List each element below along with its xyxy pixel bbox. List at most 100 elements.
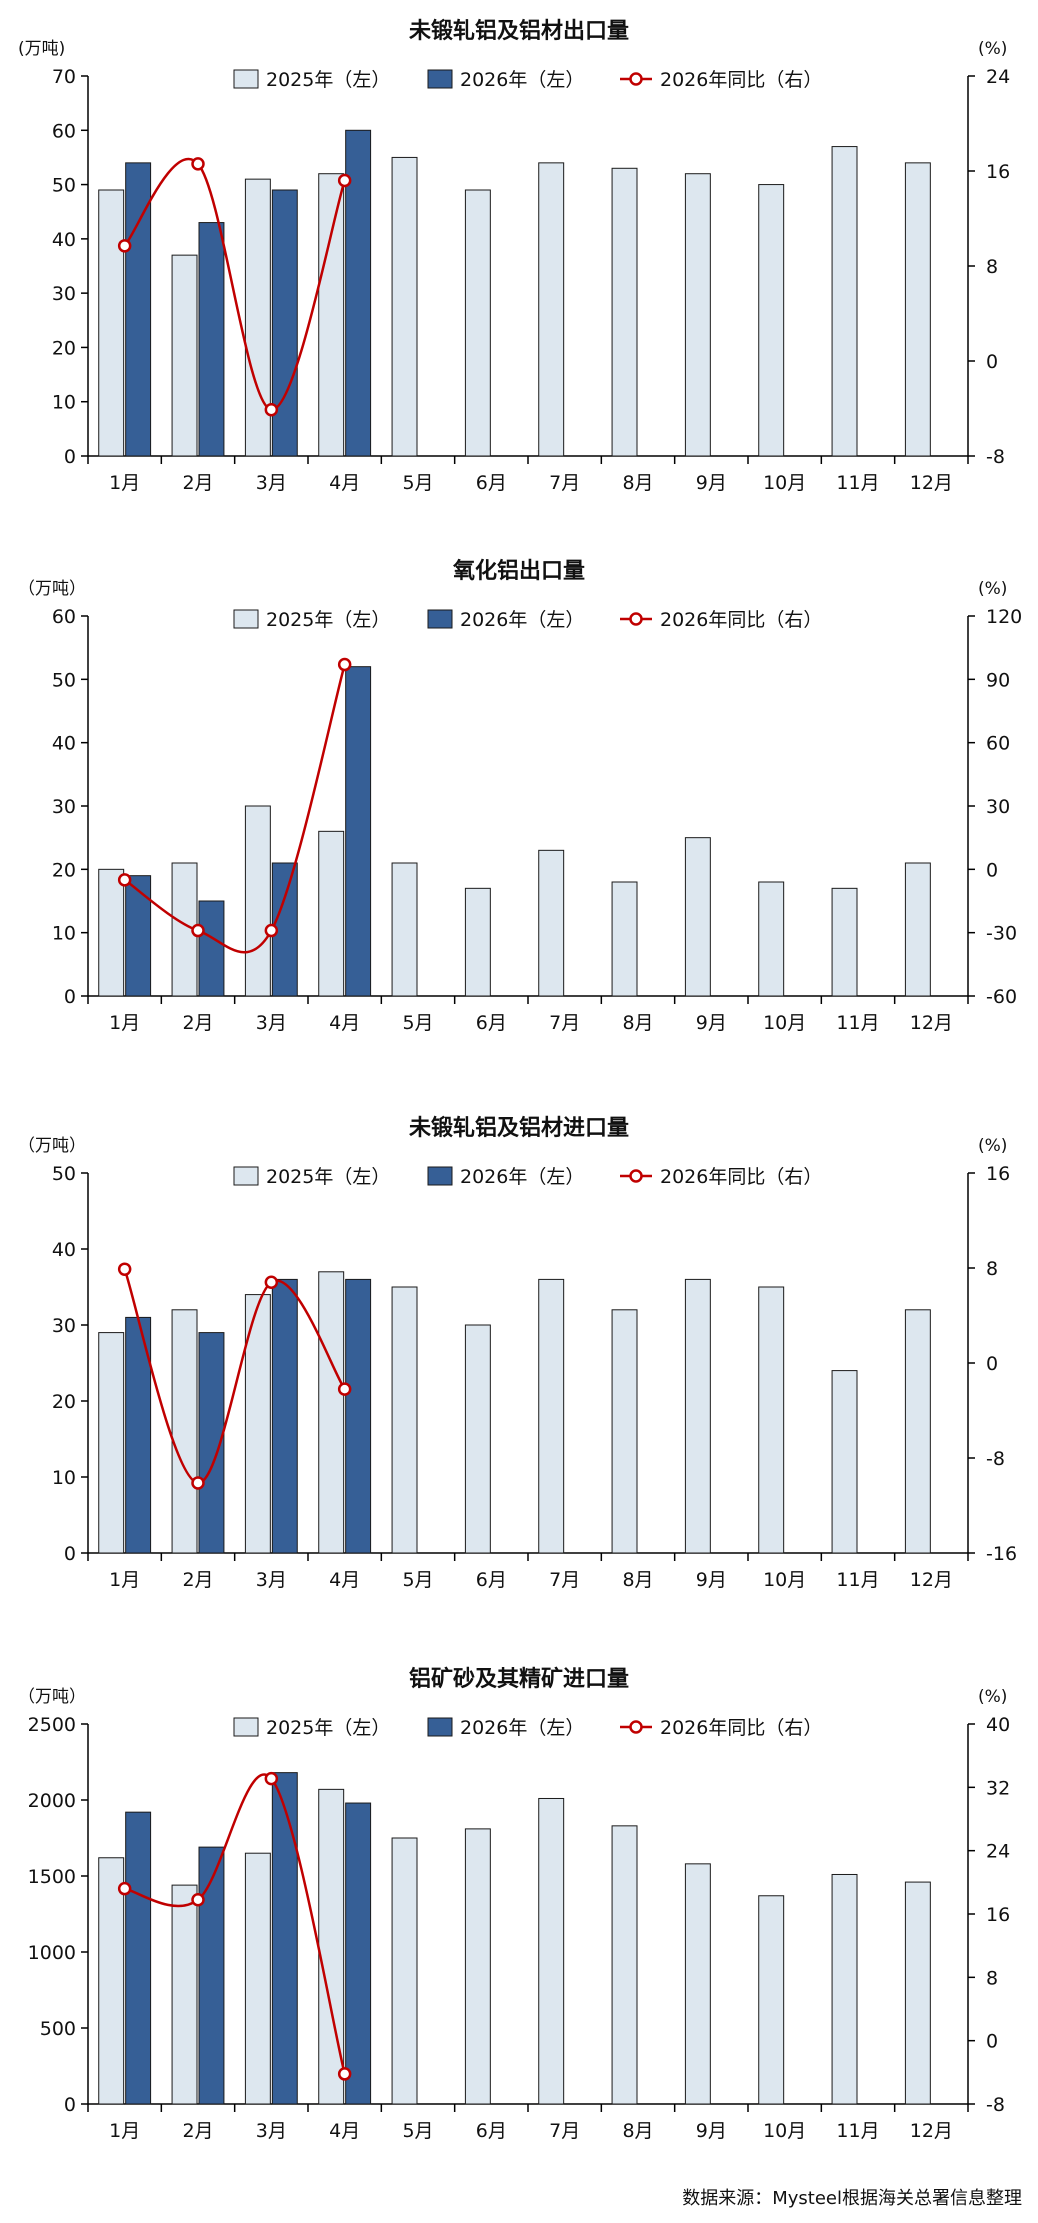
yoy-point (191, 1893, 205, 1907)
left-tick-label: 20 (52, 1391, 76, 1413)
legend-label-2025: 2025年（左） (266, 69, 390, 91)
x-tick-label: 9月 (696, 472, 727, 494)
legend-swatch-2025 (233, 1166, 259, 1186)
right-axis-unit: (%) (978, 1687, 1007, 1707)
legend-label-yoy: 2026年同比（右） (660, 69, 822, 91)
left-tick-label: 2000 (28, 1790, 76, 1812)
x-tick-label: 4月 (329, 1012, 360, 1034)
x-tick-label: 11月 (836, 2120, 879, 2142)
yoy-point (337, 657, 352, 672)
yoy-point (337, 2067, 352, 2081)
x-tick-label: 10月 (763, 1569, 806, 1591)
bar-2025 (391, 862, 418, 997)
x-tick-label: 10月 (763, 472, 806, 494)
bar-2025 (831, 146, 858, 457)
legend-marker-yoy (629, 612, 643, 626)
bar-2026 (271, 189, 298, 457)
left-tick-label: 70 (52, 66, 76, 88)
chart-title: 未锻轧铝及铝材出口量 (409, 18, 629, 44)
right-tick-label: 8 (986, 1258, 998, 1280)
bar-2025 (318, 830, 345, 997)
yoy-point (264, 402, 279, 417)
right-tick-label: 0 (986, 1353, 998, 1375)
bar-2025 (244, 1852, 271, 2105)
right-tick-label: 24 (986, 1841, 1010, 1863)
bar-2026 (198, 1846, 225, 2105)
yoy-point (117, 1881, 132, 1896)
legend: 2025年（左） 2026年（左） 2026年同比（右） (233, 1717, 822, 1739)
left-tick-label: 2500 (28, 1714, 76, 1736)
yoy-point (191, 157, 205, 171)
yoy-point (264, 1771, 279, 1786)
left-tick-label: 30 (52, 796, 76, 818)
right-axis-unit: (%) (978, 39, 1007, 59)
bar-2025 (684, 173, 711, 457)
bar-2025 (758, 881, 785, 997)
bar-2026 (198, 222, 225, 457)
chart-svg: 未锻轧铝及铝材进口量 （万吨） (%) 0 10 20 30 40 50 -16 -8 0 8 16 1月 2… (18, 1115, 1017, 1591)
right-tick-label: 24 (986, 66, 1010, 88)
bar-2025 (904, 162, 931, 457)
legend-label-yoy: 2026年同比（右） (660, 609, 822, 631)
left-axis-unit: （万吨） (18, 579, 86, 599)
chart-svg: 未锻轧铝及铝材出口量 (万吨) (%) 0 10 20 30 40 50 60 70 -8 0 8 16 24… (18, 18, 1010, 494)
yoy-line (123, 664, 346, 954)
x-tick-label: 6月 (476, 1569, 507, 1591)
x-tick-label: 10月 (763, 2120, 806, 2142)
legend: 2025年（左） 2026年（左） 2026年同比（右） (233, 1166, 822, 1188)
yoy-point (337, 173, 352, 188)
left-tick-label: 0 (64, 1543, 76, 1565)
bar-2025 (464, 1324, 491, 1554)
legend-label-2025: 2025年（左） (266, 1717, 390, 1739)
bar-2025 (831, 1370, 858, 1554)
legend-label-2026: 2026年（左） (460, 1717, 584, 1739)
right-tick-label: 40 (986, 1714, 1010, 1736)
x-tick-label: 3月 (256, 2120, 287, 2142)
yoy-point (264, 923, 279, 938)
left-tick-label: 20 (52, 337, 76, 359)
bar-2025 (758, 1895, 785, 2105)
alumina-export-chart: 氧化铝出口量 （万吨） (%) 0 10 20 30 40 50 60 -60 -30 0 30 60 90 1… (0, 540, 1038, 1050)
right-tick-label: 16 (986, 1163, 1010, 1185)
bar-2025 (611, 881, 638, 997)
right-tick-label: -30 (986, 923, 1017, 945)
x-tick-label: 1月 (109, 472, 140, 494)
bar-2025 (171, 254, 198, 457)
right-tick-label: -8 (986, 2094, 1005, 2116)
chart-title: 铝矿砂及其精矿进口量 (409, 1666, 629, 1692)
yoy-point (117, 1262, 132, 1276)
left-tick-label: 10 (52, 923, 76, 945)
x-tick-label: 2月 (182, 1569, 213, 1591)
right-tick-label: 8 (986, 256, 998, 278)
bar-2026 (271, 1772, 298, 2105)
x-tick-label: 12月 (910, 2120, 953, 2142)
right-tick-label: 0 (986, 859, 998, 881)
bar-2025 (98, 1332, 125, 1554)
right-tick-label: 16 (986, 161, 1010, 183)
right-axis-unit: (%) (978, 579, 1007, 599)
x-tick-label: 12月 (910, 1012, 953, 1034)
bar-2025 (391, 156, 418, 457)
bar-2026 (125, 875, 152, 997)
right-tick-label: 120 (986, 606, 1022, 628)
bar-2025 (98, 868, 125, 997)
x-tick-label: 2月 (182, 2120, 213, 2142)
legend-swatch-2025 (233, 609, 259, 629)
bar-2025 (611, 1309, 638, 1554)
right-tick-label: -8 (986, 1448, 1005, 1470)
left-tick-label: 0 (64, 446, 76, 468)
bar-2025 (244, 805, 271, 997)
legend-swatch-2025 (233, 1717, 259, 1737)
x-tick-label: 12月 (910, 472, 953, 494)
right-tick-label: 0 (986, 2031, 998, 2053)
bar-2025 (758, 1286, 785, 1554)
right-axis-unit: (%) (978, 1136, 1007, 1156)
left-tick-label: 60 (52, 120, 76, 142)
yoy-point (117, 239, 132, 253)
export-unwrought-aluminum-chart: 未锻轧铝及铝材出口量 (万吨) (%) 0 10 20 30 40 50 60 70 -8 0 8 16 24… (0, 0, 1038, 510)
bar-2025 (904, 1309, 931, 1554)
bar-2025 (244, 1294, 271, 1554)
legend-label-yoy: 2026年同比（右） (660, 1166, 822, 1188)
chart-svg: 铝矿砂及其精矿进口量 （万吨） (%) 0 500 1000 1500 2000 2500 -8 0… (18, 1666, 1010, 2142)
x-tick-label: 7月 (549, 1012, 580, 1034)
